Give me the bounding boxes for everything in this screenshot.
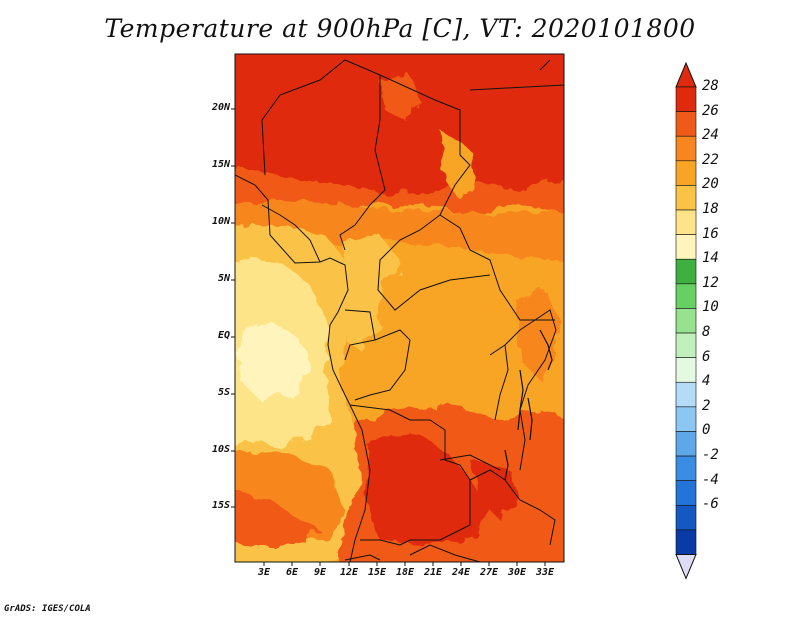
lon-label: 12E — [339, 567, 359, 578]
lon-label: 27E — [479, 567, 499, 578]
colorbar-segment — [675, 135, 697, 162]
colorbar-label: -4 — [702, 471, 719, 488]
lon-label: 15E — [367, 567, 387, 578]
colorbar-under-triangle — [675, 553, 697, 580]
colorbar-label: 4 — [702, 373, 711, 390]
lat-label: 10S — [211, 444, 230, 455]
lat-label: EQ — [217, 330, 230, 341]
colorbar-label: 10 — [702, 299, 719, 316]
colorbar-label: 24 — [702, 127, 719, 144]
colorbar-segment — [675, 209, 697, 235]
lon-label: 9E — [313, 567, 327, 578]
colorbar-label: 26 — [702, 102, 719, 119]
colorbar-segment — [675, 431, 697, 457]
colorbar-label: 2 — [702, 397, 711, 414]
lat-label: 15N — [211, 159, 230, 170]
colorbar-segment — [675, 111, 697, 137]
lon-label: 3E — [257, 567, 271, 578]
lat-label: 5S — [217, 387, 230, 398]
colorbar-segment — [675, 381, 697, 408]
lon-label: 21E — [423, 567, 443, 578]
colorbar-label: -6 — [702, 496, 719, 513]
lon-label: 18E — [395, 567, 415, 578]
colorbar-label: 6 — [702, 348, 711, 365]
colorbar-label: 0 — [702, 422, 711, 439]
colorbar-label: -2 — [702, 447, 719, 464]
colorbar-label: 18 — [702, 201, 719, 218]
colorbar-label: 16 — [702, 225, 719, 242]
colorbar-label: 28 — [702, 78, 719, 94]
colorbar-label: 8 — [702, 324, 711, 341]
colorbar-segment — [675, 357, 697, 383]
colorbar-segment — [675, 332, 697, 358]
colorbar-segment — [675, 160, 697, 186]
colorbar-segment — [675, 455, 697, 481]
lon-label: 33E — [535, 567, 555, 578]
colorbar-label: 20 — [702, 176, 719, 193]
colorbar-segment — [675, 86, 697, 112]
colorbar-segment — [675, 504, 697, 531]
lat-label: 5N — [217, 273, 230, 284]
lakes — [504, 329, 553, 481]
colorbar-label: 22 — [702, 151, 719, 168]
map-frame — [234, 53, 565, 563]
lon-label: 24E — [451, 567, 471, 578]
coastlines — [235, 59, 564, 562]
colorbar-segment — [675, 308, 697, 334]
lon-label: 30E — [507, 567, 527, 578]
lat-label: 10N — [211, 216, 230, 227]
colorbar-segment — [675, 185, 697, 211]
temperature-field — [235, 54, 564, 562]
colorbar-over-triangle — [675, 61, 697, 88]
lat-label: 15S — [211, 500, 230, 511]
colorbar-segment — [675, 406, 697, 432]
colorbar-segment — [675, 480, 697, 506]
colorbar-segment — [675, 234, 697, 260]
colorbar-label: 12 — [702, 274, 719, 291]
colorbar-segment — [675, 258, 697, 285]
credit-text: GrADS: IGES/COLA — [4, 604, 91, 614]
lon-label: 6E — [285, 567, 299, 578]
colorbar-segment — [675, 529, 697, 555]
colorbar-segment — [675, 283, 697, 309]
colorbar-label: 14 — [702, 250, 719, 267]
lat-label: 20N — [211, 102, 230, 113]
map-title: Temperature at 900hPa [C], VT: 202010180… — [104, 14, 696, 43]
